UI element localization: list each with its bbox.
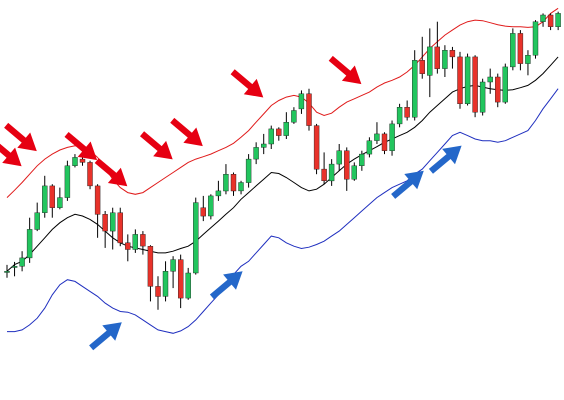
bear-candle [140, 234, 146, 247]
bull-candle [464, 56, 471, 105]
bear-candle [117, 212, 124, 244]
resistance-arrow [328, 55, 362, 85]
bear-candle [94, 185, 101, 215]
bull-candle [502, 66, 508, 103]
bear-candle [321, 168, 327, 182]
bear-candle [517, 33, 524, 64]
bull-candle [389, 123, 395, 151]
bear-candle [457, 56, 463, 105]
resistance-arrow [94, 158, 128, 187]
bear-candle [79, 158, 86, 163]
bull-candle [193, 202, 199, 274]
bull-candle [170, 259, 176, 272]
bull-candle [208, 195, 214, 217]
bear-candle [49, 185, 55, 208]
candle-bodies [4, 13, 561, 299]
lower-band-line [7, 88, 559, 334]
support-arrow [209, 271, 243, 300]
bull-candle [19, 257, 25, 267]
bull-candle [351, 165, 357, 180]
bull-candle [109, 212, 116, 232]
bull-candle [283, 121, 289, 136]
bear-candle [495, 76, 501, 103]
resistance-arrow [230, 69, 264, 98]
bull-candle [185, 272, 191, 299]
resistance-arrow [170, 117, 203, 147]
bull-candle [238, 182, 244, 192]
resistance-arrow [4, 122, 37, 152]
bear-candle [147, 245, 154, 287]
bull-candle [268, 128, 274, 145]
bull-candle [374, 133, 380, 141]
bear-candle [87, 162, 93, 187]
bull-candle [366, 140, 373, 155]
bear-candle [419, 60, 425, 74]
bear-candle [434, 46, 440, 69]
bull-candle [215, 190, 222, 197]
bear-candle [449, 50, 456, 58]
bull-candle [442, 50, 448, 69]
bull-candle [412, 60, 418, 118]
bull-candle [26, 229, 33, 259]
bull-candle [525, 55, 531, 64]
resistance-arrow [140, 131, 173, 160]
bear-candle [155, 286, 161, 297]
bear-candle [381, 133, 388, 151]
bull-candle [487, 76, 493, 83]
bull-candle [245, 158, 252, 183]
support-arrow [391, 170, 424, 199]
bull-candle [4, 271, 10, 273]
support-arrow [428, 145, 462, 174]
bull-candle [132, 234, 139, 250]
bull-candle [298, 93, 305, 110]
bull-candle [34, 212, 40, 230]
bull-candle [223, 173, 229, 192]
bull-candle [57, 197, 63, 208]
bull-candle [555, 13, 561, 27]
bull-candle [427, 46, 433, 76]
bear-candle [344, 150, 350, 180]
bull-candle [42, 185, 48, 213]
bull-candle [291, 110, 297, 123]
bear-candle [177, 259, 184, 299]
bull-candle [261, 143, 267, 148]
bull-candle [162, 271, 169, 297]
bear-candle [230, 173, 237, 192]
bull-candle [396, 106, 403, 125]
bear-candle [313, 125, 320, 170]
bear-candle [200, 207, 207, 217]
bear-candle [404, 106, 410, 118]
bear-candle [102, 214, 108, 232]
bull-candle [479, 81, 486, 113]
bull-candle [328, 163, 335, 182]
bull-candle [253, 147, 259, 160]
bull-candle [540, 14, 546, 22]
bear-candle [547, 14, 554, 27]
resistance-arrow [0, 143, 22, 167]
resistance-arrow [64, 132, 98, 161]
bear-candle [306, 93, 312, 126]
signal-arrows [0, 55, 462, 351]
bull-candle [64, 165, 71, 198]
bull-candle [532, 21, 539, 56]
bull-candle [359, 153, 365, 167]
bull-candle [72, 157, 78, 166]
bear-candle [276, 128, 282, 136]
candle-wicks [6, 11, 559, 310]
bear-candle [472, 56, 478, 113]
bull-candle [336, 150, 342, 165]
bull-candle [510, 33, 516, 68]
support-arrow [89, 322, 122, 351]
bear-candle [125, 242, 131, 250]
bull-candle [11, 266, 18, 268]
